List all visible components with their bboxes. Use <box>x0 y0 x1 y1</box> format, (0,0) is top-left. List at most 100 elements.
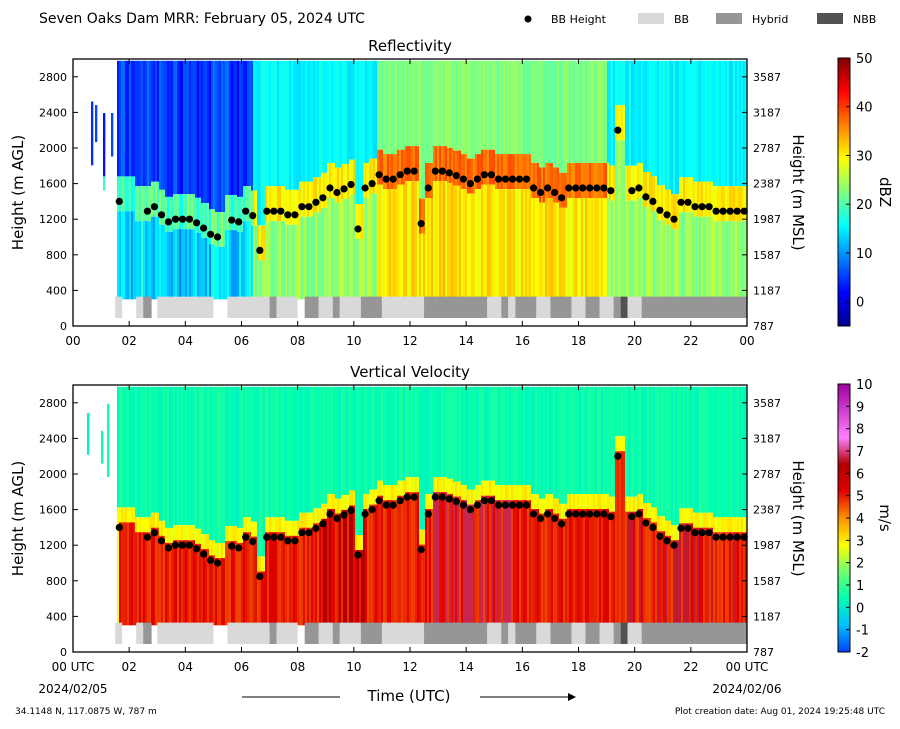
heatmap-cell <box>163 386 166 521</box>
heatmap-cell <box>315 523 318 626</box>
y2-tick-label: 1587 <box>753 575 781 588</box>
heatmap-cell <box>187 60 190 195</box>
heatmap-cell <box>579 494 582 509</box>
bb-height-point <box>207 230 215 238</box>
heatmap-cell <box>299 216 302 300</box>
heatmap-cell <box>711 386 714 513</box>
heatmap-cell <box>319 212 322 300</box>
heatmap-cell <box>325 172 328 208</box>
heatmap-cell <box>689 386 692 509</box>
heatmap-cell <box>119 386 122 508</box>
heatmap-cell <box>691 177 694 213</box>
heatmap-cell <box>473 386 476 490</box>
heatmap-cell <box>701 181 704 217</box>
heatmap-cell <box>683 523 686 626</box>
bb-height-point <box>480 497 488 505</box>
heatmap-cell <box>277 221 280 300</box>
heatmap-cell <box>513 189 516 300</box>
heatmap-cell <box>249 221 252 300</box>
heatmap-cell <box>131 60 134 177</box>
heatmap-cell <box>491 495 494 626</box>
heatmap-cell <box>545 163 548 198</box>
heatmap-cell <box>139 386 142 518</box>
heatmap-cell <box>513 60 516 155</box>
bb-height-point <box>452 172 460 180</box>
heatmap-cell <box>291 535 294 626</box>
heatmap-cell <box>669 60 672 190</box>
heatmap-cell <box>609 496 612 512</box>
heatmap-cell <box>337 202 340 300</box>
heatmap-cell <box>331 386 334 495</box>
heatmap-cell <box>717 532 720 626</box>
heatmap-cell <box>359 239 362 300</box>
bb-height-point <box>185 215 194 223</box>
heatmap-cell <box>319 177 322 213</box>
heatmap-cell <box>739 60 742 187</box>
heatmap-cell <box>485 480 488 496</box>
heatmap-cell <box>599 60 602 164</box>
bb-height-point <box>410 493 418 501</box>
heatmap-cell <box>215 60 218 212</box>
colorbar-tick-label: 0 <box>856 296 864 311</box>
heatmap-cell <box>243 386 246 518</box>
heatmap-cell <box>715 386 718 518</box>
heatmap-cell <box>229 60 232 196</box>
heatmap-cell <box>183 525 186 541</box>
heatmap-cell <box>267 532 270 626</box>
heatmap-cell <box>415 181 418 300</box>
heatmap-cell <box>635 165 638 201</box>
heatmap-cell <box>227 386 230 527</box>
bb-height-point <box>305 529 313 537</box>
heatmap-cell <box>511 500 514 626</box>
heatmap-cell <box>301 386 304 513</box>
bb-type-segment-bb <box>571 296 586 318</box>
heatmap-cell <box>411 146 414 182</box>
heatmap-cell <box>271 186 274 222</box>
bb-height-point <box>726 533 734 541</box>
heatmap-cell <box>427 60 430 164</box>
heatmap-cell <box>457 386 460 482</box>
heatmap-cell <box>645 386 648 503</box>
heatmap-cell <box>745 221 748 300</box>
bb-height-point <box>445 495 453 503</box>
bb-type-segment-hybrid <box>585 296 600 318</box>
heatmap-cell <box>217 212 220 247</box>
heatmap-cell <box>605 509 608 626</box>
y-tick-label: 1600 <box>39 178 67 191</box>
bb-height-point <box>333 514 341 523</box>
heatmap-cell <box>341 60 344 164</box>
heatmap-cell <box>117 522 120 626</box>
heatmap-cell <box>205 549 208 626</box>
heatmap-cell <box>729 386 732 518</box>
heatmap-cell <box>719 60 722 187</box>
heatmap-cell <box>517 485 520 501</box>
y-tick-label: 800 <box>46 249 67 262</box>
heatmap-cell <box>159 386 162 521</box>
heatmap-cell <box>659 60 662 186</box>
heatmap-cell <box>493 149 496 185</box>
heatmap-cell <box>743 517 746 533</box>
heatmap-cell <box>637 494 640 509</box>
heatmap-cell <box>489 386 492 481</box>
heatmap-cell <box>381 149 384 185</box>
heatmap-cell <box>697 386 700 513</box>
heatmap-cell <box>551 60 554 164</box>
heatmap-cell <box>211 555 214 626</box>
heatmap-cell <box>151 181 154 217</box>
heatmap-cell <box>717 386 720 518</box>
heatmap-cell <box>177 229 180 300</box>
heatmap-cell <box>673 386 676 526</box>
heatmap-cell <box>335 513 338 626</box>
heatmap-cell <box>539 498 542 514</box>
heatmap-cell <box>163 224 166 300</box>
y-tick-label: 1200 <box>39 539 67 552</box>
heatmap-cell <box>347 198 350 300</box>
heatmap-cell <box>179 60 182 195</box>
heatmap-cell <box>227 526 230 542</box>
heatmap-cell <box>233 526 236 542</box>
heatmap-cell <box>729 517 732 533</box>
bb-type-segment-bb <box>381 296 425 318</box>
heatmap-cell <box>467 60 470 159</box>
heatmap-cell <box>507 189 510 300</box>
heatmap-cell <box>339 60 342 168</box>
